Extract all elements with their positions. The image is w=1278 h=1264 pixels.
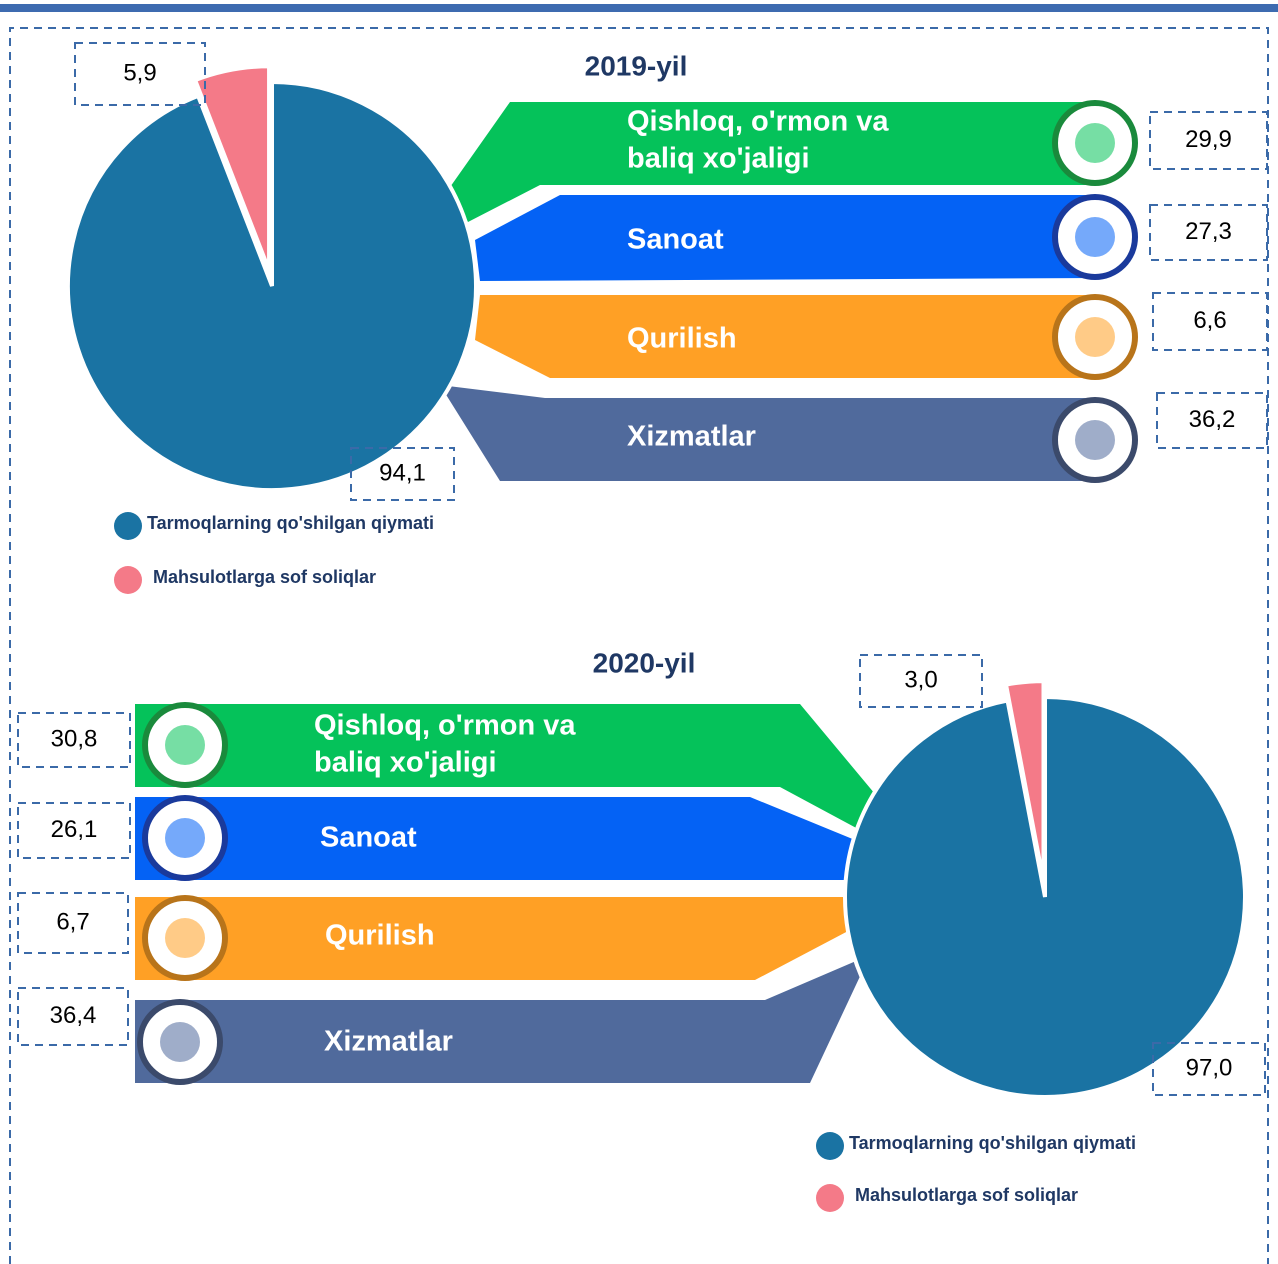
value-box — [350, 447, 455, 501]
pie-slice — [66, 79, 478, 492]
legend-label: Tarmoqlarning qo'shilgan qiymati — [849, 1133, 1136, 1153]
pie-slice — [1003, 679, 1046, 882]
pie-slice — [843, 694, 1247, 1099]
legend-swatch — [816, 1132, 844, 1160]
pie-slice — [192, 64, 272, 271]
legend-label: Mahsulotlarga sof soliqlar — [855, 1185, 1078, 1205]
pie-value: 97,0 — [1186, 1054, 1233, 1081]
sector-label: Sanoat — [627, 224, 724, 256]
sector-label: baliq xo'jaligi — [627, 143, 810, 175]
sector-label: baliq xo'jaligi — [314, 747, 497, 779]
sector-value: 6,6 — [1193, 307, 1226, 334]
legend-label: Mahsulotlarga sof soliqlar — [153, 567, 376, 587]
chart-title: 2020-yil — [593, 647, 696, 678]
value-box — [1152, 1042, 1266, 1096]
sector-value: 36,4 — [50, 1002, 97, 1029]
value-box — [17, 892, 129, 954]
sector-value: 29,9 — [1185, 126, 1232, 153]
sector-label: Xizmatlar — [324, 1026, 453, 1058]
legend-label: Tarmoqlarning qo'shilgan qiymati — [147, 513, 434, 533]
value-box — [1149, 204, 1268, 261]
sector-bar — [135, 797, 855, 880]
sector-value: 6,7 — [56, 908, 89, 935]
sector-bar — [135, 704, 880, 830]
sector-value: 26,1 — [51, 816, 98, 843]
sector-bar — [475, 295, 1100, 378]
value-box — [1152, 292, 1268, 351]
top-bar — [0, 4, 1278, 12]
sector-label: Qurilish — [627, 323, 737, 355]
legend-swatch — [114, 512, 142, 540]
sector-value: 27,3 — [1185, 218, 1232, 245]
sector-bar — [135, 955, 870, 1083]
sector-icon-glyph — [165, 818, 205, 858]
value-box — [859, 654, 983, 708]
legend-swatch — [816, 1184, 844, 1212]
sector-label: Qishloq, o'rmon va — [627, 106, 889, 138]
sector-icon-glyph — [160, 1022, 200, 1062]
sector-icon-glyph — [165, 725, 205, 765]
sector-icon-glyph — [165, 918, 205, 958]
value-box — [74, 42, 206, 106]
value-box — [1149, 111, 1268, 170]
sector-bar — [475, 195, 1100, 281]
sector-bar — [440, 385, 1100, 481]
pie-value: 94,1 — [379, 459, 426, 486]
legend-swatch — [114, 566, 142, 594]
frame — [9, 27, 1269, 1264]
sector-icon-glyph — [1075, 217, 1115, 257]
value-box — [17, 712, 131, 768]
pie-value: 3,0 — [904, 666, 937, 693]
sector-icon-glyph — [1075, 123, 1115, 163]
sector-label: Sanoat — [320, 822, 417, 854]
sector-value: 30,8 — [51, 725, 98, 752]
sector-label: Xizmatlar — [627, 421, 756, 453]
pie-value: 5,9 — [123, 59, 156, 86]
sector-value: 36,2 — [1189, 406, 1236, 433]
sector-icon-glyph — [1075, 317, 1115, 357]
chart-title: 2019-yil — [585, 50, 688, 81]
value-box — [17, 802, 131, 859]
sector-label: Qurilish — [325, 920, 435, 952]
sector-bar — [448, 102, 1100, 222]
sector-icon-glyph — [1075, 420, 1115, 460]
sector-label: Qishloq, o'rmon va — [314, 710, 576, 742]
sector-bar — [135, 897, 850, 980]
